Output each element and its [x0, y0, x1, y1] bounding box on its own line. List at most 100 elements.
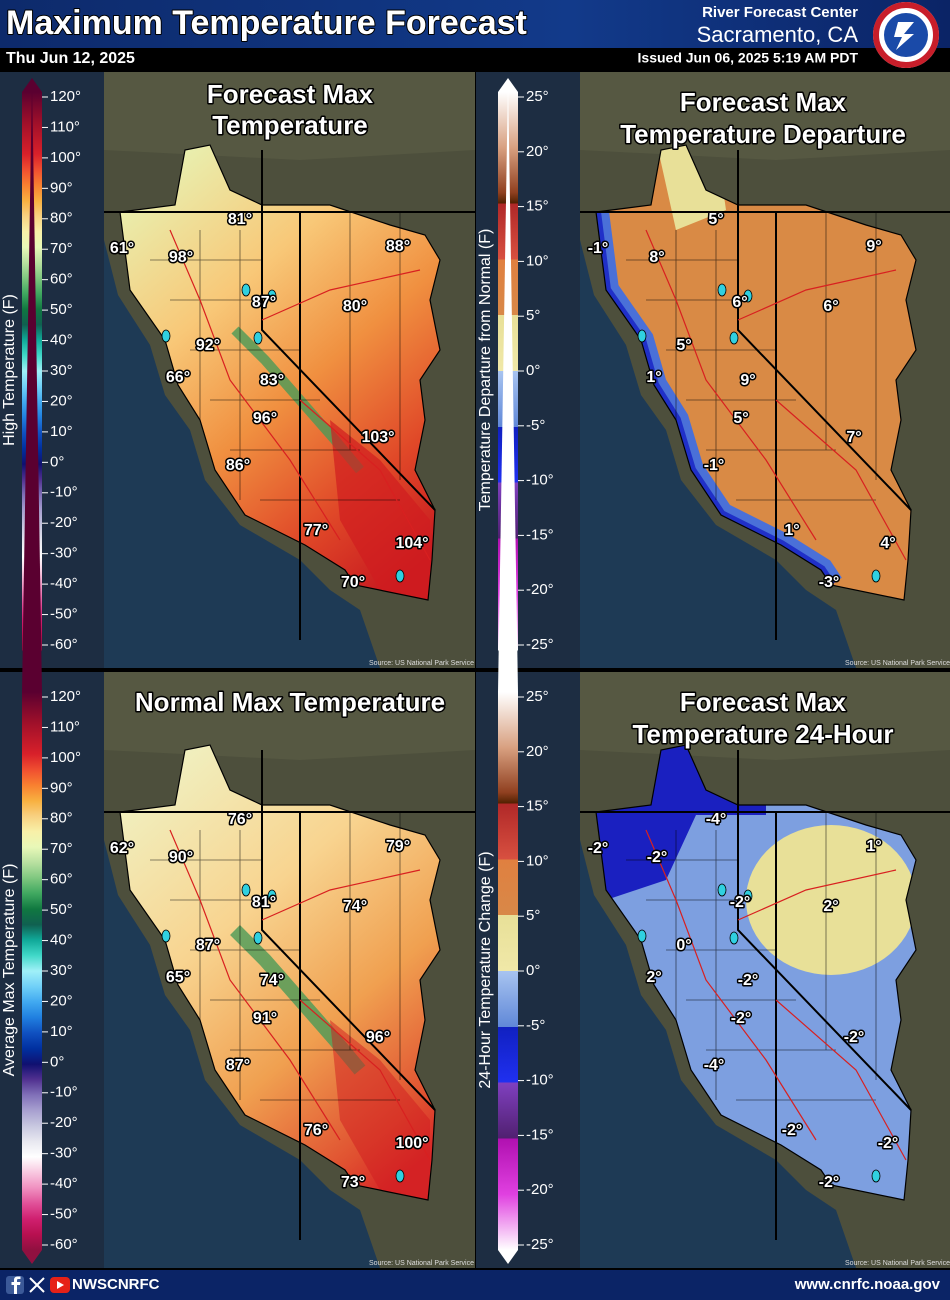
point-label: 74°: [260, 972, 284, 989]
point-label: -2°: [731, 1010, 752, 1027]
legend-panel: [476, 672, 580, 1268]
source-note: Source: US National Park Service: [845, 1260, 950, 1267]
land-north: [104, 72, 475, 160]
colorbar-tick-label: 40°: [50, 332, 73, 349]
point-label: -2°: [730, 894, 751, 911]
colorbar-tick-label: 70°: [50, 840, 73, 857]
lake: [871, 569, 881, 583]
colorbar-tick-label: -25°: [526, 1236, 554, 1253]
point-label: 2°: [646, 969, 661, 986]
colorbar-tick-label: 70°: [50, 240, 73, 257]
panel-title: Temperature Departure: [620, 119, 906, 149]
panel-title: Forecast Max: [680, 687, 847, 717]
point-label: 0°: [676, 937, 691, 954]
colorbar-tick-label: 15°: [526, 198, 549, 215]
point-label: 90°: [169, 849, 193, 866]
point-label: -3°: [819, 574, 840, 591]
colorbar-tick-label: 100°: [50, 149, 81, 166]
colorbar-tick-label: -10°: [526, 472, 554, 489]
colorbar-tick-label: 110°: [50, 118, 80, 135]
map: 61° 98° 81° 88° 87° 80° 92° 66° 83° 96° 103° 86° 77°…: [104, 72, 475, 668]
point-label: 2°: [823, 898, 838, 915]
panel-title: Temperature: [212, 110, 368, 140]
county-lines: [150, 812, 401, 1101]
colorbar-title: Temperature Departure from Normal (F): [477, 229, 494, 512]
colorbar-tick-label: -50°: [50, 1206, 78, 1223]
colorbar-tick-label: 20°: [50, 392, 73, 409]
land-north: [580, 672, 950, 760]
colorbar-tick-label: 10°: [50, 1023, 73, 1040]
point-label: 91°: [253, 1010, 277, 1027]
colorbar-tick-label: -25°: [526, 636, 554, 653]
legend-panel: [476, 72, 580, 668]
lake: [637, 929, 647, 943]
point-label: 98°: [169, 249, 193, 266]
location: Sacramento, CA: [697, 22, 859, 47]
point-label: -2°: [588, 840, 609, 857]
point-label: 87°: [252, 294, 276, 311]
colorbar-title: High Temperature (F): [1, 294, 18, 446]
point-label: 73°: [341, 1174, 365, 1191]
colorbar-tick-label: 20°: [526, 743, 549, 760]
point-label: 5°: [676, 337, 691, 354]
colorbar-tick-label: -5°: [526, 417, 545, 434]
colorbar-tick-label: 30°: [50, 962, 73, 979]
colorbar-tick-label: 50°: [50, 901, 73, 918]
lake: [717, 283, 727, 297]
colorbar-tick-label: 20°: [50, 992, 73, 1009]
colorbar-tick-label: 100°: [50, 749, 81, 766]
lake: [253, 331, 263, 345]
website-url[interactable]: www.cnrfc.noaa.gov: [794, 1276, 941, 1293]
lake: [729, 331, 739, 345]
source-note: Source: US National Park Service: [369, 1260, 474, 1267]
colorbar-tick-label: 5°: [526, 307, 540, 324]
colorbar-tick-label: 15°: [526, 798, 549, 815]
point-label: 92°: [196, 337, 220, 354]
panel-title: Temperature 24-Hour: [632, 719, 893, 749]
point-label: 9°: [866, 238, 881, 255]
colorbar-tick-label: -30°: [50, 545, 78, 562]
state-lines: [104, 150, 475, 640]
colorbar-tick-label: 0°: [50, 453, 64, 470]
point-label: -2°: [738, 972, 759, 989]
lake: [395, 1169, 405, 1183]
colorbar-tick-label: -20°: [526, 581, 554, 598]
region-outline: [119, 144, 441, 601]
colorbar-tick-label: 120°: [50, 88, 81, 105]
point-label: 66°: [166, 369, 190, 386]
lake: [253, 931, 263, 945]
x-icon[interactable]: [28, 1276, 46, 1294]
county-lines: [626, 212, 877, 501]
lake: [743, 289, 753, 303]
colorbar-tick-label: 10°: [526, 252, 549, 269]
highways: [645, 829, 907, 1161]
colorbar-tick-label: -40°: [50, 1175, 78, 1192]
social-handle[interactable]: NWSCNRFC: [72, 1276, 160, 1293]
point-label: 1°: [784, 522, 799, 539]
point-label: 1°: [646, 369, 661, 386]
land-north: [104, 672, 475, 760]
colorbar-tick-label: 30°: [50, 362, 73, 379]
colorbar-arrow-bottom: [498, 1250, 518, 1264]
colorbar-tick-label: -60°: [50, 1236, 78, 1253]
colorbar-tick-label: 10°: [526, 852, 549, 869]
colorbar-arrow-top: [22, 78, 42, 692]
colorbar-tick-label: -40°: [50, 575, 78, 592]
point-label: 104°: [395, 535, 428, 552]
colorbar-tick-label: -60°: [50, 636, 78, 653]
youtube-icon[interactable]: [50, 1277, 70, 1293]
colorbar-tick-label: -20°: [50, 514, 78, 531]
point-label: 6°: [732, 294, 747, 311]
nws-logo: [873, 2, 939, 68]
panel-title: Forecast Max: [207, 79, 374, 109]
point-label: 61°: [110, 240, 134, 257]
region-outline: [595, 144, 917, 601]
panel: 25° 20° 15° 10° 5° 0° -5° -10° -15° -20° -25° Tempe…: [476, 72, 950, 668]
lake: [267, 289, 277, 303]
point-label: 96°: [366, 1029, 390, 1046]
lake: [161, 929, 171, 943]
desert-heat: [330, 1020, 430, 1200]
lake: [871, 1169, 881, 1183]
legend-panel: [0, 672, 104, 1268]
point-label: 87°: [226, 1057, 250, 1074]
